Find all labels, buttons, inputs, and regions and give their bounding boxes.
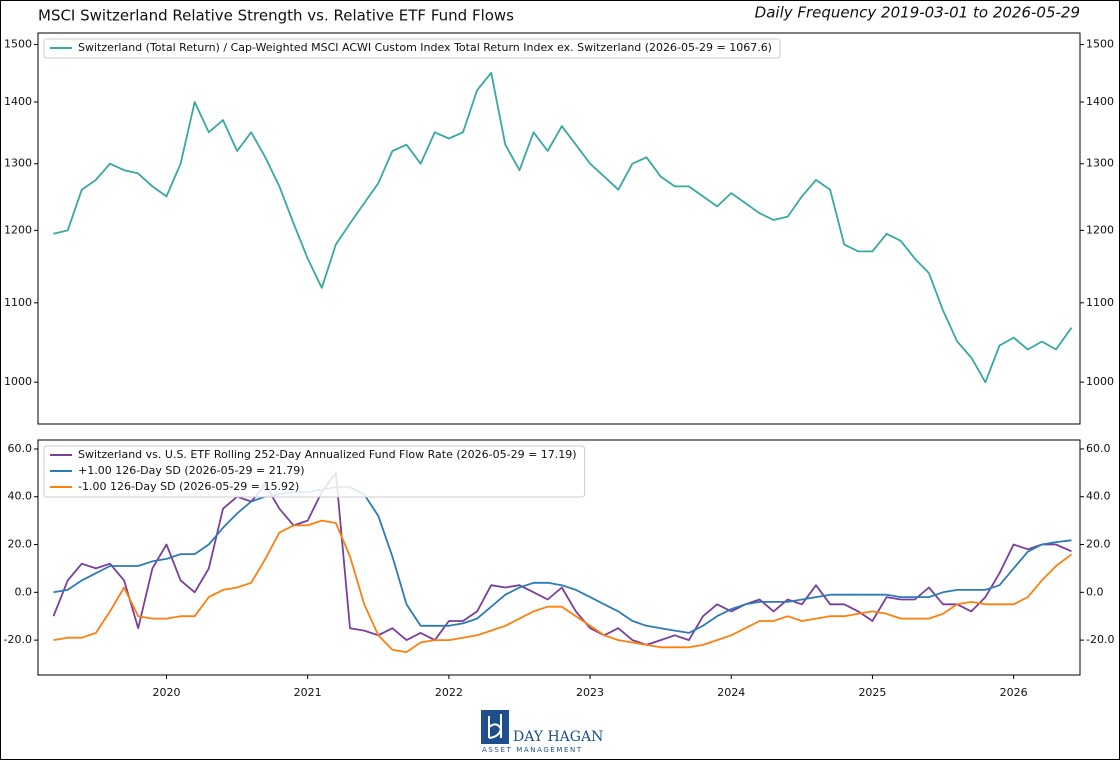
x-tick-label: 2024	[717, 686, 745, 699]
y-tick-label: 40.0	[8, 490, 33, 503]
legend-label: -1.00 126-Day SD (2026-05-29 = 15.92)	[78, 480, 299, 493]
plot-frame	[37, 439, 1081, 676]
y-tick-label-right: 60.0	[1086, 442, 1111, 455]
data-line	[53, 519, 1073, 653]
y-tick-label-right: 1500	[1086, 38, 1114, 51]
y-tick-label-right: -20.0	[1086, 633, 1114, 646]
legend-label: Switzerland vs. U.S. ETF Rolling 252-Day…	[78, 448, 577, 461]
y-tick-label: 1000	[4, 375, 32, 388]
chart-title: MSCI Switzerland Relative Strength vs. R…	[38, 7, 514, 25]
legend-box	[43, 38, 781, 59]
data-line	[52, 472, 1072, 646]
legend-box	[43, 445, 586, 498]
y-tick-label: 60.0	[8, 442, 33, 455]
legend: Switzerland vs. U.S. ETF Rolling 252-Day…	[43, 445, 586, 498]
plot-frame	[37, 32, 1081, 425]
x-tick-label: 2022	[435, 686, 463, 699]
y-tick-label-right: 1300	[1086, 157, 1114, 170]
y-tick-label: 0.0	[15, 585, 33, 598]
y-tick-label: 1300	[4, 157, 32, 170]
chart-subtitle: Daily Frequency 2019-03-01 to 2026-05-29	[755, 4, 1080, 22]
y-tick-label: 1500	[4, 38, 32, 51]
logo-emblem	[481, 710, 509, 744]
x-tick-label: 2026	[1000, 686, 1028, 699]
x-tick-label: 2021	[294, 686, 322, 699]
legend-label: +1.00 126-Day SD (2026-05-29 = 21.79)	[78, 464, 305, 477]
y-tick-label-right: 40.0	[1086, 490, 1111, 503]
data-line	[53, 71, 1073, 384]
y-tick-label: -20.0	[4, 633, 32, 646]
logo: DAY HAGAN ASSET MANAGEMENT	[481, 710, 603, 754]
x-tick-label: 2023	[576, 686, 604, 699]
legend-label: Switzerland (Total Return) / Cap-Weighte…	[78, 41, 772, 54]
data-line	[53, 486, 1072, 634]
y-tick-label-right: 0.0	[1086, 585, 1104, 598]
x-tick-label: 2020	[152, 686, 180, 699]
logo-name: DAY HAGAN	[513, 729, 603, 745]
y-tick-label: 20.0	[8, 538, 33, 551]
logo-tagline: ASSET MANAGEMENT	[482, 746, 583, 754]
y-tick-label: 1100	[4, 296, 32, 309]
y-tick-label: 1200	[4, 223, 32, 236]
legend: Switzerland (Total Return) / Cap-Weighte…	[43, 38, 781, 59]
y-tick-label-right: 1100	[1086, 296, 1114, 309]
logo-mark	[488, 714, 503, 739]
y-tick-label-right: 1000	[1086, 375, 1114, 388]
y-tick-label-right: 1400	[1086, 95, 1114, 108]
x-tick-label: 2025	[858, 686, 886, 699]
y-tick-label-right: 20.0	[1086, 538, 1111, 551]
y-tick-label-right: 1200	[1086, 223, 1114, 236]
y-tick-label: 1400	[4, 95, 32, 108]
